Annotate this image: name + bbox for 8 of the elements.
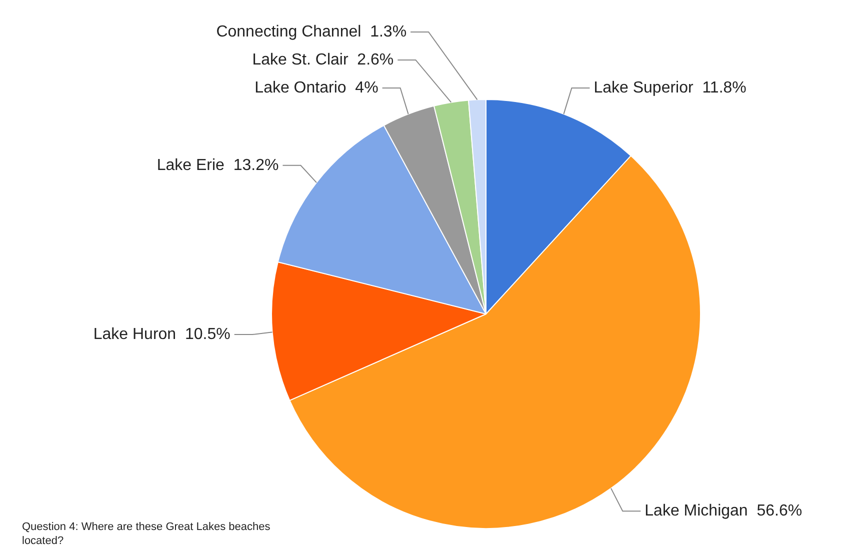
slice-label: Lake Erie 13.2% <box>156 156 279 174</box>
slice-label: Lake Ontario 4% <box>254 79 378 96</box>
slice-label: Lake Huron 10.5% <box>93 326 230 343</box>
slice-label: Lake Michigan 56.6% <box>644 502 802 520</box>
slice-label: Connecting Channel 1.3% <box>216 23 407 40</box>
slice-label: Lake Superior 11.8% <box>594 79 746 96</box>
text: Question 4: Where are these Great Lakes beaches located? <box>22 520 272 548</box>
slice-label: Lake St. Clair 2.6% <box>252 51 394 68</box>
